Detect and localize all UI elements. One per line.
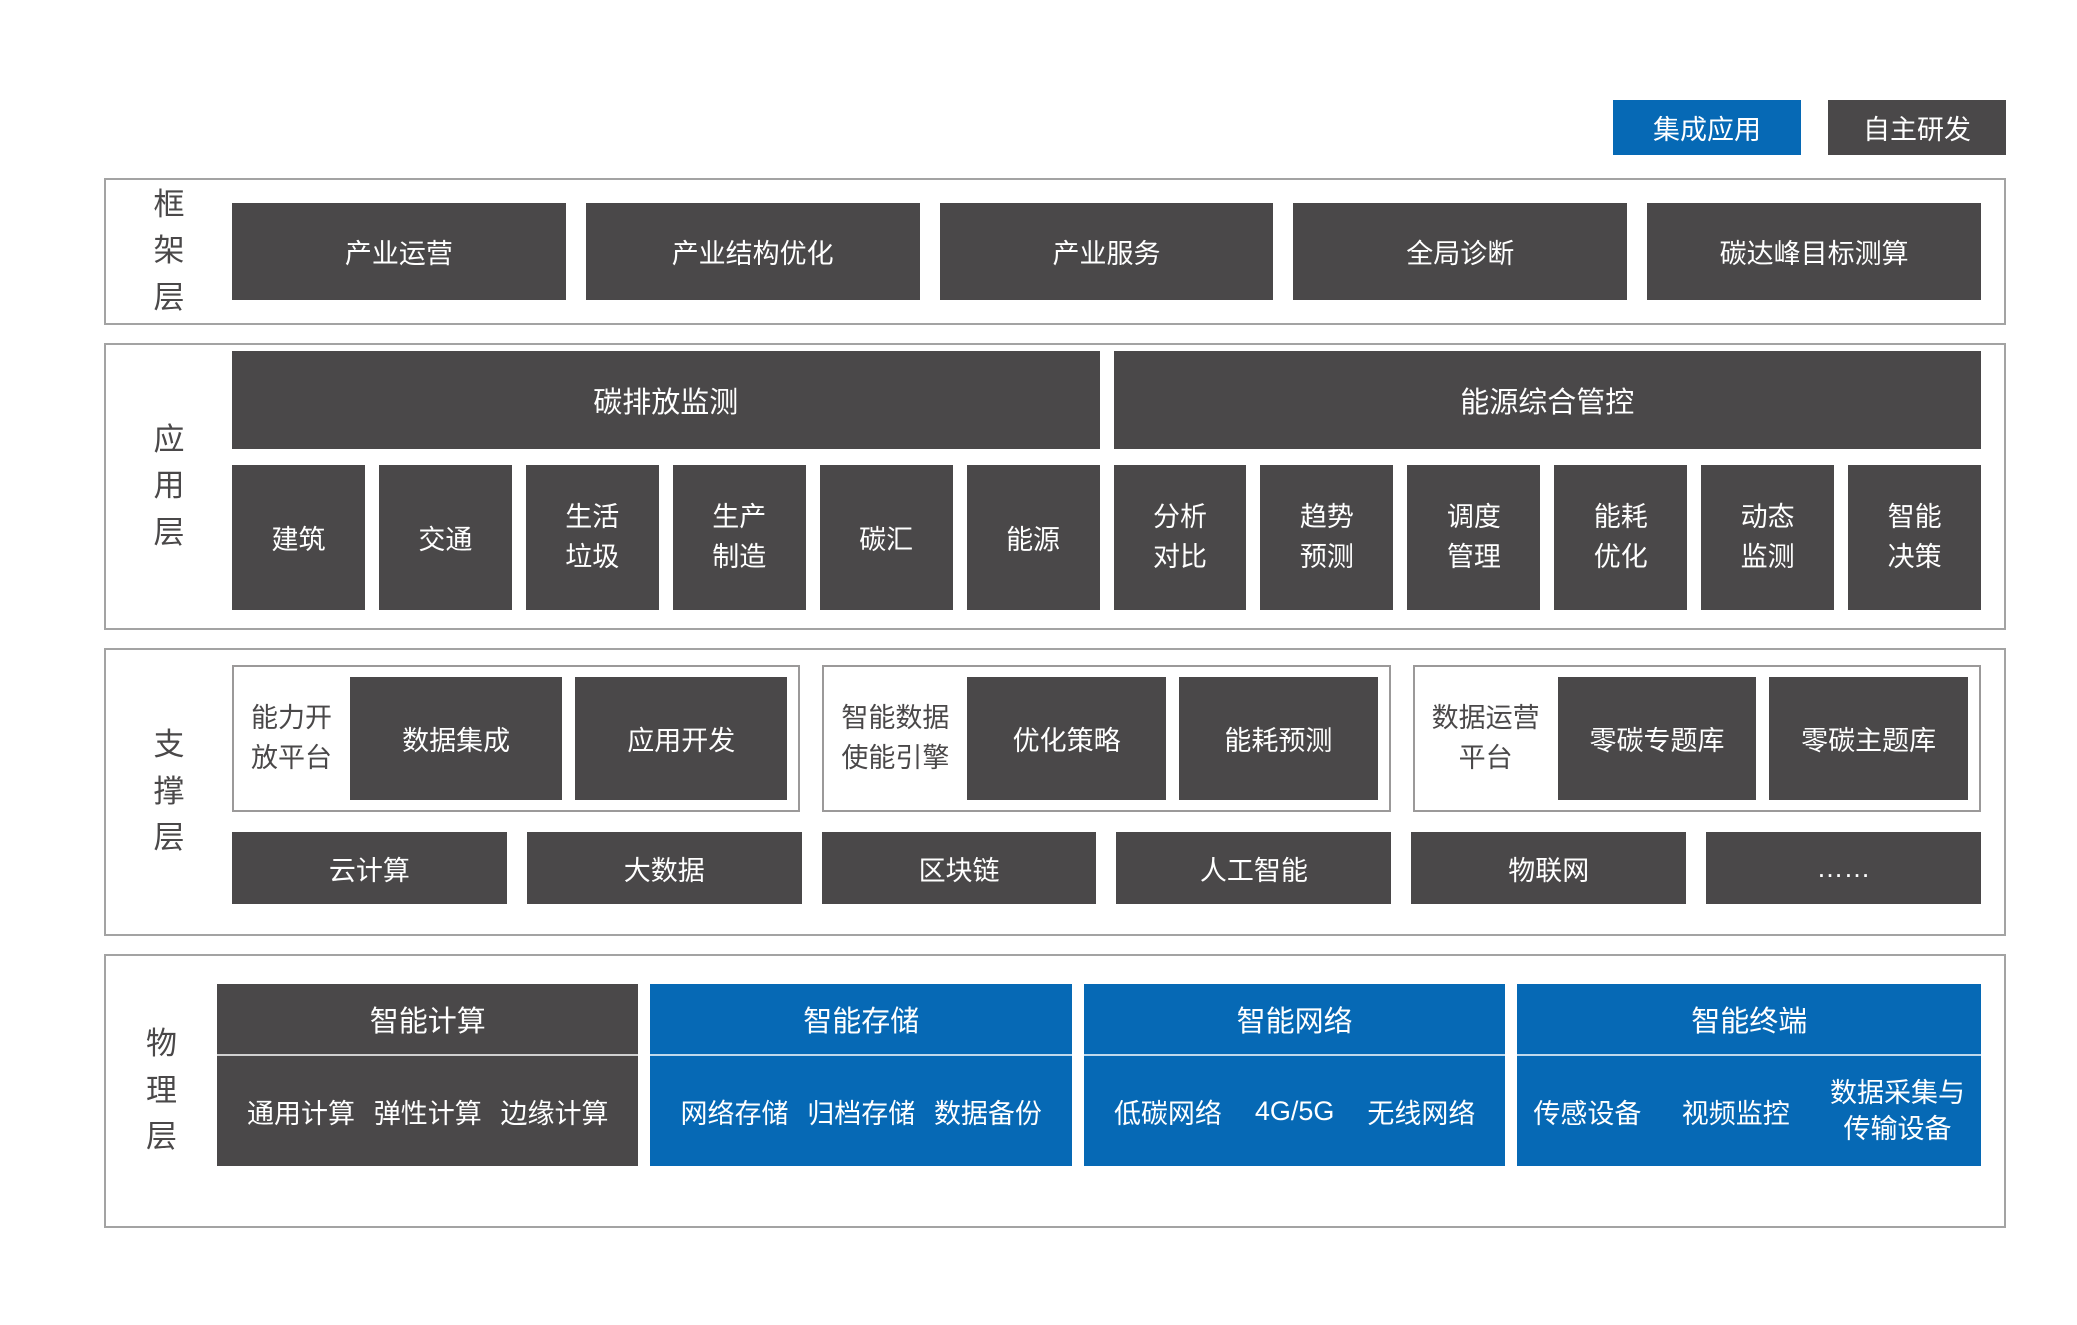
app-item-trend-forecast: 趋势预测: [1260, 465, 1394, 610]
platform-smart-data-enablement: 智能数据使能引擎 优化策略 能耗预测: [822, 665, 1391, 812]
architecture-diagram: 集成应用 自主研发 框架层 产业运营 产业结构优化 产业服务 全局诊断 碳达峰目…: [104, 100, 2006, 1246]
tech-item-big-data: 大数据: [526, 832, 802, 904]
layer-framework-label: 框架层: [153, 186, 185, 315]
layer-support: 支撑层 能力开放平台 数据集成 应用开发 智能数据使能引擎 优化策略 能耗预测 …: [104, 648, 2006, 936]
app-item-manufacturing: 生产制造: [672, 465, 806, 610]
layer-application-label: 应用层: [153, 421, 185, 550]
physical-item-sensor-devices: 传感设备: [1533, 1098, 1642, 1129]
physical-group-smart-terminal-title: 智能终端: [1517, 984, 1982, 1056]
platform-item-data-integration: 数据集成: [350, 677, 563, 800]
application-items: 建筑 交通 生活垃圾 生产制造 碳汇 能源 分析对比 趋势预测 调度管理 能耗优…: [232, 465, 1982, 610]
tech-item-cloud-computing: 云计算: [232, 832, 507, 904]
framework-item-global-diagnosis: 全局诊断: [1293, 203, 1628, 300]
framework-item-carbon-peak-target: 碳达峰目标测算: [1647, 203, 1981, 300]
physical-item-video-surveillance: 视频监控: [1681, 1098, 1790, 1129]
physical-group-smart-computing-items: 通用计算 弹性计算 边缘计算: [217, 1056, 638, 1166]
support-content: 能力开放平台 数据集成 应用开发 智能数据使能引擎 优化策略 能耗预测 数据运营…: [232, 650, 2004, 934]
app-item-transport: 交通: [378, 465, 512, 610]
physical-group-smart-computing: 智能计算 通用计算 弹性计算 边缘计算: [217, 984, 639, 1166]
tech-item-blockchain: 区块链: [821, 832, 1097, 904]
physical-groups: 智能计算 通用计算 弹性计算 边缘计算 智能存储 网络存储 归档存储 数据备份 …: [217, 956, 2004, 1226]
app-item-energy-optimization: 能耗优化: [1554, 465, 1688, 610]
platform-item-optimization-strategy: 优化策略: [967, 677, 1166, 800]
support-technologies: 云计算 大数据 区块链 人工智能 物联网 ……: [232, 832, 1981, 904]
physical-item-4g-5g: 4G/5G: [1254, 1095, 1335, 1126]
app-item-building: 建筑: [232, 465, 365, 610]
layer-application: 应用层 碳排放监测 能源综合管控 建筑 交通 生活垃圾 生产制造 碳汇 能源 分…: [104, 343, 2006, 630]
app-item-carbon-sink: 碳汇: [819, 465, 953, 610]
platform-capability-open: 能力开放平台 数据集成 应用开发: [232, 665, 801, 812]
physical-group-smart-network-title: 智能网络: [1083, 984, 1506, 1056]
layer-support-label: 支撑层: [153, 727, 185, 856]
physical-item-elastic-computing: 弹性计算: [373, 1098, 482, 1129]
physical-group-smart-storage-items: 网络存储 归档存储 数据备份: [650, 1056, 1071, 1166]
platform-item-app-development: 应用开发: [575, 677, 788, 800]
application-content: 碳排放监测 能源综合管控 建筑 交通 生活垃圾 生产制造 碳汇 能源 分析对比 …: [232, 345, 2004, 628]
physical-group-smart-terminal: 智能终端 传感设备 视频监控 数据采集与传输设备: [1517, 984, 1982, 1166]
platform-item-energy-forecast: 能耗预测: [1179, 677, 1378, 800]
app-group-carbon-emission-monitoring: 碳排放监测: [232, 351, 1100, 449]
platform-data-operation-label: 数据运营平台: [1431, 703, 1540, 773]
physical-group-smart-storage-title: 智能存储: [650, 984, 1072, 1056]
legend-self-developed: 自主研发: [1828, 100, 2006, 155]
framework-item-industry-operation: 产业运营: [232, 203, 566, 300]
physical-item-general-computing: 通用计算: [247, 1098, 355, 1129]
application-group-headers: 碳排放监测 能源综合管控: [232, 351, 1981, 449]
tech-item-artificial-intelligence: 人工智能: [1116, 832, 1392, 904]
physical-item-archive-storage: 归档存储: [807, 1098, 916, 1129]
platform-smart-data-enablement-label: 智能数据使能引擎: [841, 703, 950, 773]
framework-item-industry-service: 产业服务: [939, 203, 1274, 300]
legend: 集成应用 自主研发: [104, 100, 2006, 155]
app-group-energy-integrated-control: 能源综合管控: [1113, 351, 1981, 449]
framework-item-industry-structure-optimization: 产业结构优化: [585, 203, 920, 300]
app-item-intelligent-decision: 智能决策: [1848, 465, 1982, 610]
physical-item-low-carbon-network: 低碳网络: [1113, 1098, 1222, 1129]
app-item-household-waste: 生活垃圾: [525, 465, 659, 610]
platform-data-operation: 数据运营平台 零碳专题库 零碳主题库: [1412, 665, 1981, 812]
physical-group-smart-terminal-items: 传感设备 视频监控 数据采集与传输设备: [1517, 1056, 1981, 1166]
physical-item-network-storage: 网络存储: [680, 1098, 789, 1129]
platform-item-zero-carbon-special-library: 零碳专题库: [1557, 677, 1757, 800]
app-item-dispatch-management: 调度管理: [1407, 465, 1541, 610]
platform-capability-open-label: 能力开放平台: [251, 703, 332, 773]
tech-item-iot: 物联网: [1411, 832, 1687, 904]
support-platforms: 能力开放平台 数据集成 应用开发 智能数据使能引擎 优化策略 能耗预测 数据运营…: [232, 665, 1981, 812]
physical-group-smart-storage: 智能存储 网络存储 归档存储 数据备份: [650, 984, 1072, 1166]
physical-item-wireless-network: 无线网络: [1367, 1098, 1476, 1129]
physical-item-data-collection-transmission: 数据采集与传输设备: [1830, 1077, 1965, 1144]
tech-item-ellipsis: ……: [1706, 832, 1981, 904]
physical-group-smart-network: 智能网络 低碳网络 4G/5G 无线网络: [1083, 984, 1506, 1166]
legend-integrated-application: 集成应用: [1613, 100, 1801, 155]
layer-framework: 框架层 产业运营 产业结构优化 产业服务 全局诊断 碳达峰目标测算: [104, 178, 2006, 325]
framework-items: 产业运营 产业结构优化 产业服务 全局诊断 碳达峰目标测算: [232, 180, 2004, 323]
app-item-energy: 能源: [966, 465, 1100, 610]
app-item-dynamic-monitoring: 动态监测: [1701, 465, 1835, 610]
platform-item-zero-carbon-theme-library: 零碳主题库: [1769, 677, 1968, 800]
layer-physical-label: 物理层: [145, 1026, 177, 1155]
physical-group-smart-computing-title: 智能计算: [217, 984, 639, 1056]
app-item-analysis-comparison: 分析对比: [1113, 465, 1247, 610]
layer-physical: 物理层 智能计算 通用计算 弹性计算 边缘计算 智能存储 网络存储 归档存储 数…: [104, 954, 2006, 1228]
physical-item-edge-computing: 边缘计算: [500, 1098, 609, 1129]
physical-group-smart-network-items: 低碳网络 4G/5G 无线网络: [1084, 1056, 1505, 1166]
physical-item-data-backup: 数据备份: [933, 1098, 1042, 1129]
